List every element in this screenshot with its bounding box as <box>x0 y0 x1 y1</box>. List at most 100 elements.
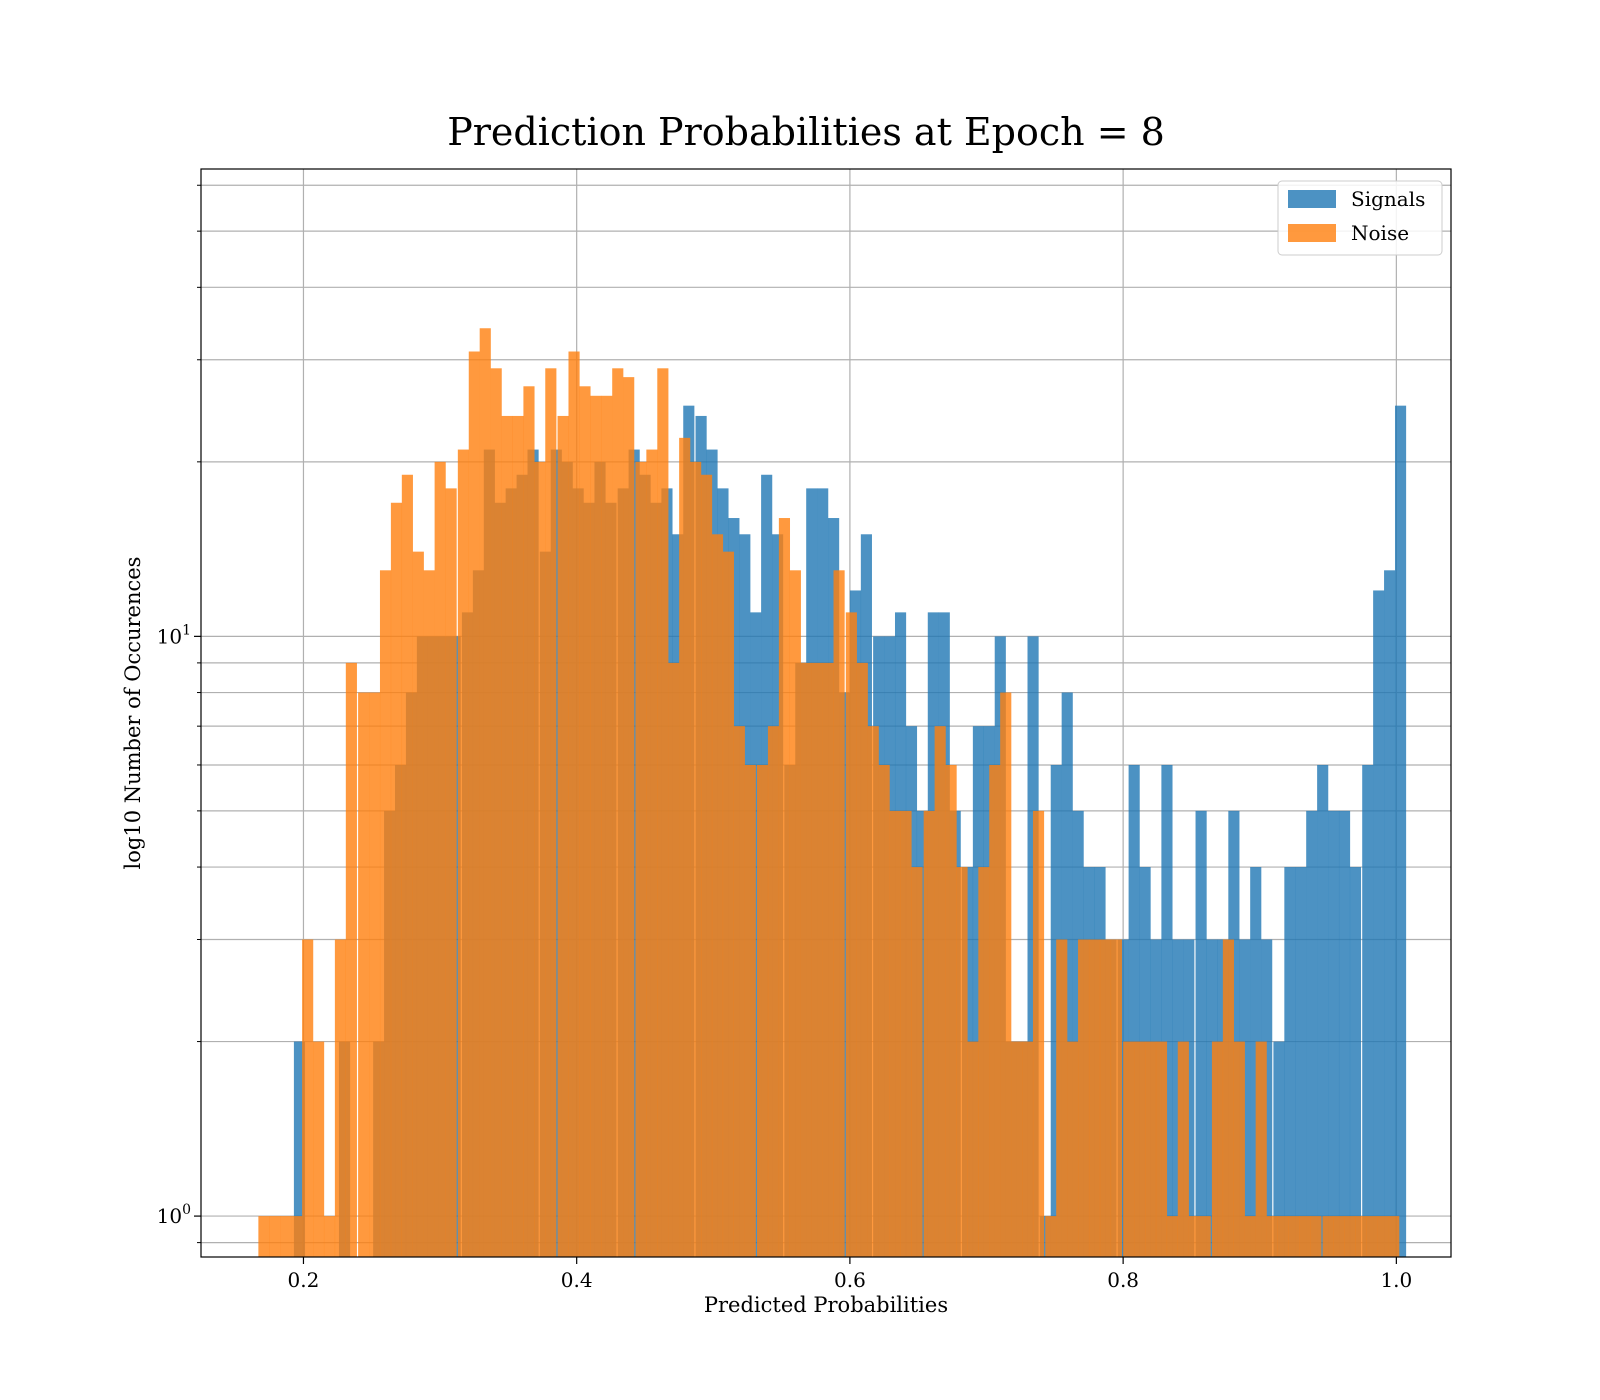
y-tick-label: 100 <box>157 1202 191 1228</box>
bar-noise <box>468 351 480 1257</box>
bar-noise <box>1211 1041 1224 1257</box>
legend-label-signals: Signals <box>1351 187 1425 211</box>
bar-noise <box>1078 939 1090 1257</box>
bar-noise <box>867 726 879 1257</box>
bar-noise <box>601 395 613 1258</box>
bar-noise <box>612 368 624 1257</box>
bar-noise <box>722 551 734 1257</box>
bar-noise <box>1244 1216 1256 1257</box>
bar-noise <box>401 474 413 1258</box>
bar-signals <box>1328 810 1340 1257</box>
bar-noise <box>934 726 946 1257</box>
bar-noise <box>657 368 669 1257</box>
bar-noise <box>1056 939 1068 1257</box>
bar-noise <box>889 810 901 1257</box>
legend: Signals Noise <box>1277 180 1443 256</box>
bar-noise <box>1377 1216 1389 1257</box>
bar-noise <box>545 368 557 1257</box>
bar-noise <box>1366 1216 1378 1257</box>
x-tick-label: 1.0 <box>1380 1268 1412 1292</box>
bar-signals <box>1373 590 1385 1257</box>
bar-noise <box>744 764 756 1257</box>
bar-noise <box>1344 1216 1356 1257</box>
bar-noise <box>900 810 912 1257</box>
bar-noise <box>1022 1041 1034 1257</box>
bar-noise <box>1144 1041 1157 1257</box>
x-axis-ticks: 0.2 0.4 0.6 0.8 1.0 <box>288 1257 1412 1292</box>
bar-noise <box>280 1216 292 1257</box>
bar-noise <box>1000 692 1012 1257</box>
bars-layer <box>258 328 1407 1258</box>
bar-noise <box>911 867 923 1257</box>
bar-noise <box>568 351 580 1257</box>
bar-noise <box>379 570 392 1257</box>
bar-signals <box>1273 1041 1285 1257</box>
bar-noise <box>423 570 435 1257</box>
bar-noise <box>412 551 424 1257</box>
bar-noise <box>1277 1216 1289 1257</box>
bar-noise <box>833 570 845 1257</box>
bar-noise <box>1266 1216 1278 1257</box>
bar-noise <box>269 1216 281 1257</box>
x-tick-label: 0.4 <box>561 1268 593 1292</box>
bar-noise <box>1177 1041 1189 1257</box>
bar-noise <box>956 867 968 1257</box>
legend-label-noise: Noise <box>1351 221 1409 245</box>
bar-signals <box>1338 810 1351 1257</box>
bar-noise <box>457 449 469 1257</box>
plot-frame <box>200 168 1452 1258</box>
bar-noise <box>490 368 502 1257</box>
series-noise <box>258 328 1400 1258</box>
bar-noise <box>1134 1041 1146 1257</box>
bar-noise <box>711 534 724 1257</box>
y-axis-label: log10 Number of Occurences <box>121 557 145 870</box>
bar-noise <box>390 502 403 1258</box>
bar-noise <box>635 461 647 1257</box>
bar-noise <box>845 612 857 1257</box>
bar-noise <box>434 461 446 1257</box>
bar-noise <box>800 662 812 1257</box>
bar-noise <box>501 415 513 1258</box>
bar-signals <box>1384 570 1396 1257</box>
x-tick-label: 0.8 <box>1107 1268 1139 1292</box>
bar-signals <box>1349 867 1362 1257</box>
bar-noise <box>1099 939 1112 1257</box>
legend-swatch-signals <box>1288 190 1336 208</box>
bar-noise <box>323 1216 336 1257</box>
bar-noise <box>1032 810 1045 1257</box>
bar-noise <box>557 415 569 1258</box>
bar-noise <box>668 662 680 1257</box>
bar-signals <box>1317 764 1329 1257</box>
bar-noise <box>1067 1041 1079 1257</box>
bar-signals <box>1394 405 1407 1257</box>
bar-noise <box>878 764 890 1257</box>
bar-noise <box>1333 1216 1345 1257</box>
bar-noise <box>345 662 357 1257</box>
bar-noise <box>789 570 801 1257</box>
legend-swatch-noise <box>1288 224 1336 242</box>
y-tick-label: 101 <box>157 622 191 648</box>
bar-noise <box>479 328 491 1257</box>
bar-noise <box>1310 1216 1322 1257</box>
bar-noise <box>512 415 524 1258</box>
bar-signals <box>1284 867 1296 1257</box>
bar-noise <box>1088 939 1101 1257</box>
bar-noise <box>679 437 691 1258</box>
bar-noise <box>757 764 769 1257</box>
bar-noise <box>646 449 658 1257</box>
bar-noise <box>1011 1041 1023 1257</box>
bar-noise <box>701 474 713 1258</box>
bar-noise <box>1233 1041 1245 1257</box>
bar-noise <box>989 764 1001 1257</box>
bar-noise <box>945 764 957 1257</box>
bar-noise <box>733 726 745 1257</box>
bar-noise <box>445 488 457 1257</box>
bar-noise <box>534 461 546 1257</box>
x-tick-label: 0.6 <box>834 1268 866 1292</box>
bar-noise <box>1188 1216 1200 1257</box>
bar-noise <box>1155 1041 1168 1257</box>
bar-noise <box>523 386 535 1257</box>
bar-noise <box>302 939 314 1257</box>
